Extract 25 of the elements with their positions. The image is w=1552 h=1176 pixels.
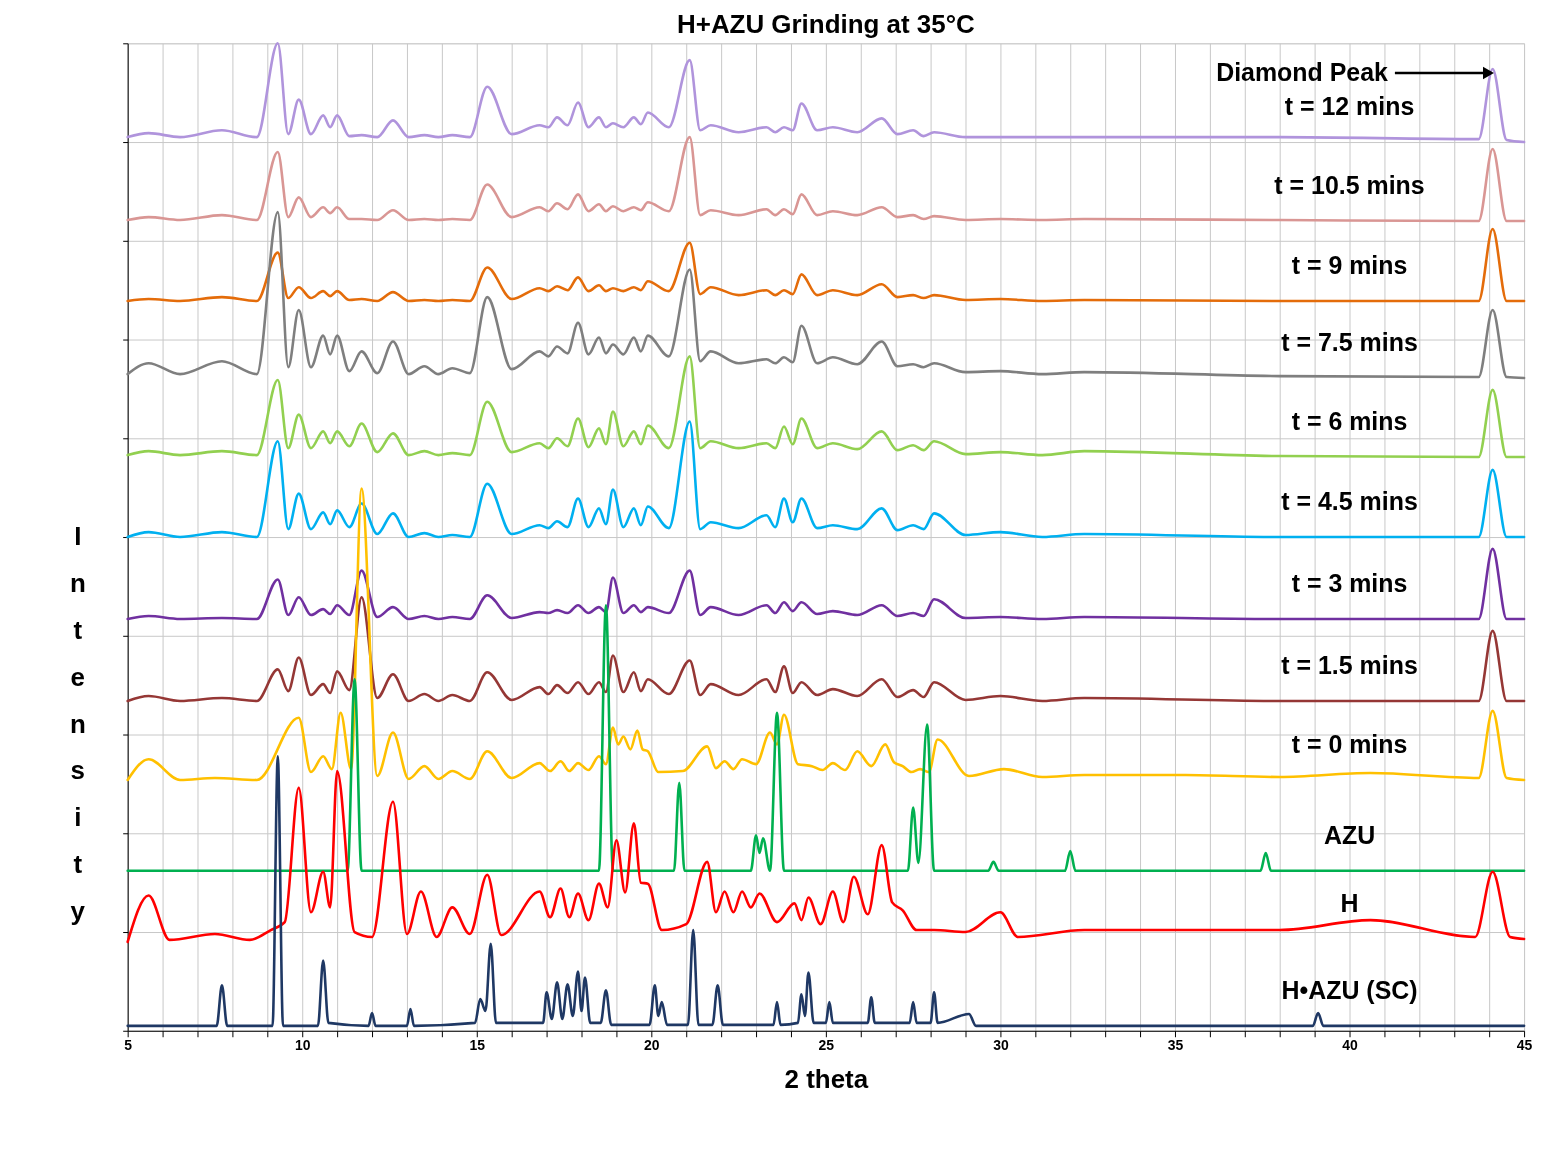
- x-tick-label: 45: [1516, 1037, 1533, 1054]
- annotation: Diamond Peak: [1216, 57, 1389, 86]
- series-label: t = 12 mins: [1284, 92, 1415, 121]
- text: Intensity: [69, 522, 86, 926]
- series-label: t = 7.5 mins: [1281, 328, 1418, 357]
- x-tick-label: 10: [294, 1037, 311, 1054]
- series-label: t = 9 mins: [1291, 251, 1408, 280]
- series-label: t = 10.5 mins: [1274, 171, 1425, 200]
- series-label: t = 6 mins: [1291, 407, 1408, 436]
- series-label: t = 0 mins: [1291, 730, 1408, 759]
- x-tick-label: 15: [469, 1037, 486, 1054]
- series-label: H•AZU (SC): [1281, 976, 1418, 1005]
- series-label: t = 1.5 mins: [1281, 651, 1418, 680]
- x-tick-label: 30: [993, 1037, 1009, 1054]
- x-axis-title: 2 theta: [784, 1065, 869, 1094]
- series-label: AZU: [1323, 821, 1376, 850]
- x-tick-label: 20: [644, 1037, 660, 1054]
- x-tick-label: 40: [1342, 1037, 1359, 1054]
- x-tick-label: 5: [124, 1037, 133, 1054]
- series-label: t = 4.5 mins: [1281, 487, 1418, 516]
- x-tick-label: 25: [818, 1037, 835, 1054]
- x-tick-label: 35: [1167, 1037, 1184, 1054]
- series-label: H: [1340, 889, 1359, 918]
- series-label: t = 3 mins: [1291, 569, 1408, 598]
- chart-title: H+AZU Grinding at 35°C: [677, 10, 975, 39]
